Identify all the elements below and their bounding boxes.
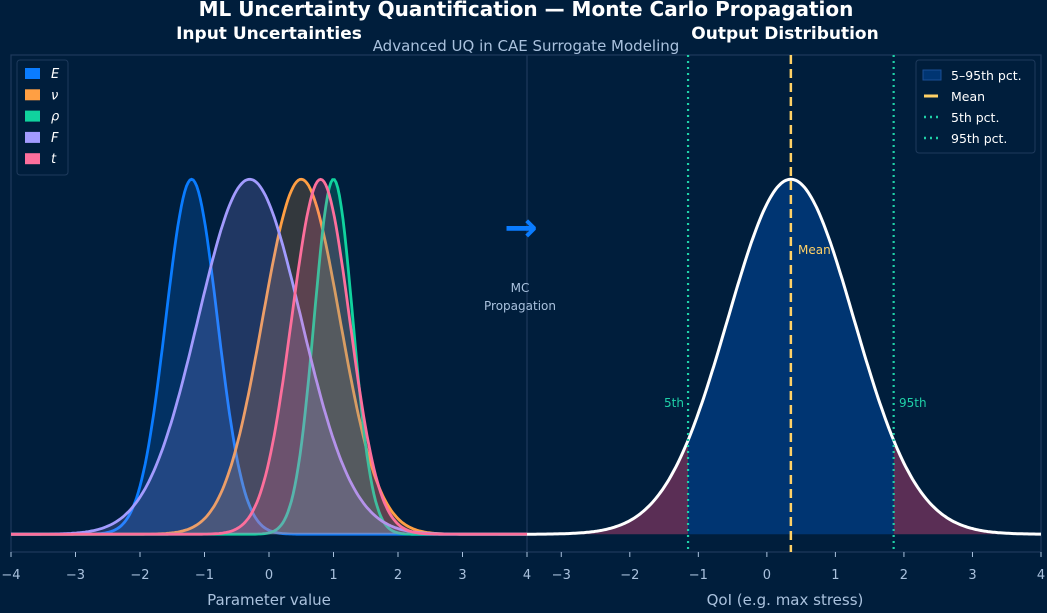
density-curve-t: [11, 177, 527, 536]
left-tick-label: 0: [265, 568, 273, 583]
output-density-curve: [527, 177, 1041, 536]
left-x-label: Parameter value: [207, 591, 331, 609]
density-fill-ν: [11, 179, 527, 535]
lower-tail-fill: [527, 440, 689, 535]
left-tick-label: −2: [130, 568, 149, 583]
left-tick-label: 3: [458, 568, 466, 583]
right-tick-label: 3: [968, 568, 976, 583]
right-tick-label: 0: [763, 568, 771, 583]
legend-label: F: [51, 131, 59, 146]
legend-label: t: [51, 152, 57, 167]
left-tick-label: 4: [523, 568, 531, 583]
right-panel-title: Output Distribution: [691, 24, 878, 44]
legend-swatch-F: [25, 131, 40, 143]
right-tick-label: 2: [900, 568, 908, 583]
legend-label: Mean: [951, 89, 985, 104]
left-legend-box: [16, 59, 69, 176]
right-tick-label: 1: [831, 568, 839, 583]
arrow-annotation: →: [504, 205, 538, 251]
density-fill-F: [11, 179, 527, 535]
upper-tail-fill: [893, 440, 1041, 535]
legend-label: 5–95th pct.: [951, 68, 1022, 83]
right-tick-label: 4: [1037, 568, 1045, 583]
chart-subtitle: Advanced UQ in CAE Surrogate Modeling: [373, 37, 680, 55]
chart-title: ML Uncertainty Quantification — Monte Ca…: [199, 0, 854, 21]
mc-label-line1: MC: [511, 281, 530, 295]
left-tick-label: −4: [1, 568, 20, 583]
legend-band-swatch: [922, 69, 942, 81]
left-panel-title: Input Uncertainties: [176, 24, 362, 44]
legend-label: 5th pct.: [951, 110, 999, 125]
left-tick-label: 1: [329, 568, 337, 583]
right-tick-label: −2: [620, 568, 639, 583]
right-tick-label: −1: [689, 568, 708, 583]
legend-swatch-ρ: [25, 110, 40, 122]
legend-swatch-t: [25, 153, 40, 165]
left-tick-label: 2: [394, 568, 402, 583]
right-legend-box: [915, 59, 1036, 154]
left-tick-label: −1: [195, 568, 214, 583]
legend-swatch-E: [25, 68, 40, 79]
legend-label: E: [51, 67, 60, 82]
legend-swatch-ν: [25, 89, 40, 101]
legend-label: ρ: [51, 110, 60, 125]
p5-label: 5th: [664, 396, 684, 410]
right-x-label: QoI (e.g. max stress): [707, 591, 864, 609]
p95-label: 95th: [899, 396, 927, 410]
legend-label: 95th pct.: [951, 131, 1007, 146]
mc-label-line2: Propagation: [484, 299, 556, 313]
plot-frame: [10, 54, 1042, 553]
legend-label: ν: [51, 88, 58, 103]
right-tick-label: −3: [552, 568, 571, 583]
mean-label: Mean: [798, 243, 831, 257]
left-tick-label: −3: [66, 568, 85, 583]
